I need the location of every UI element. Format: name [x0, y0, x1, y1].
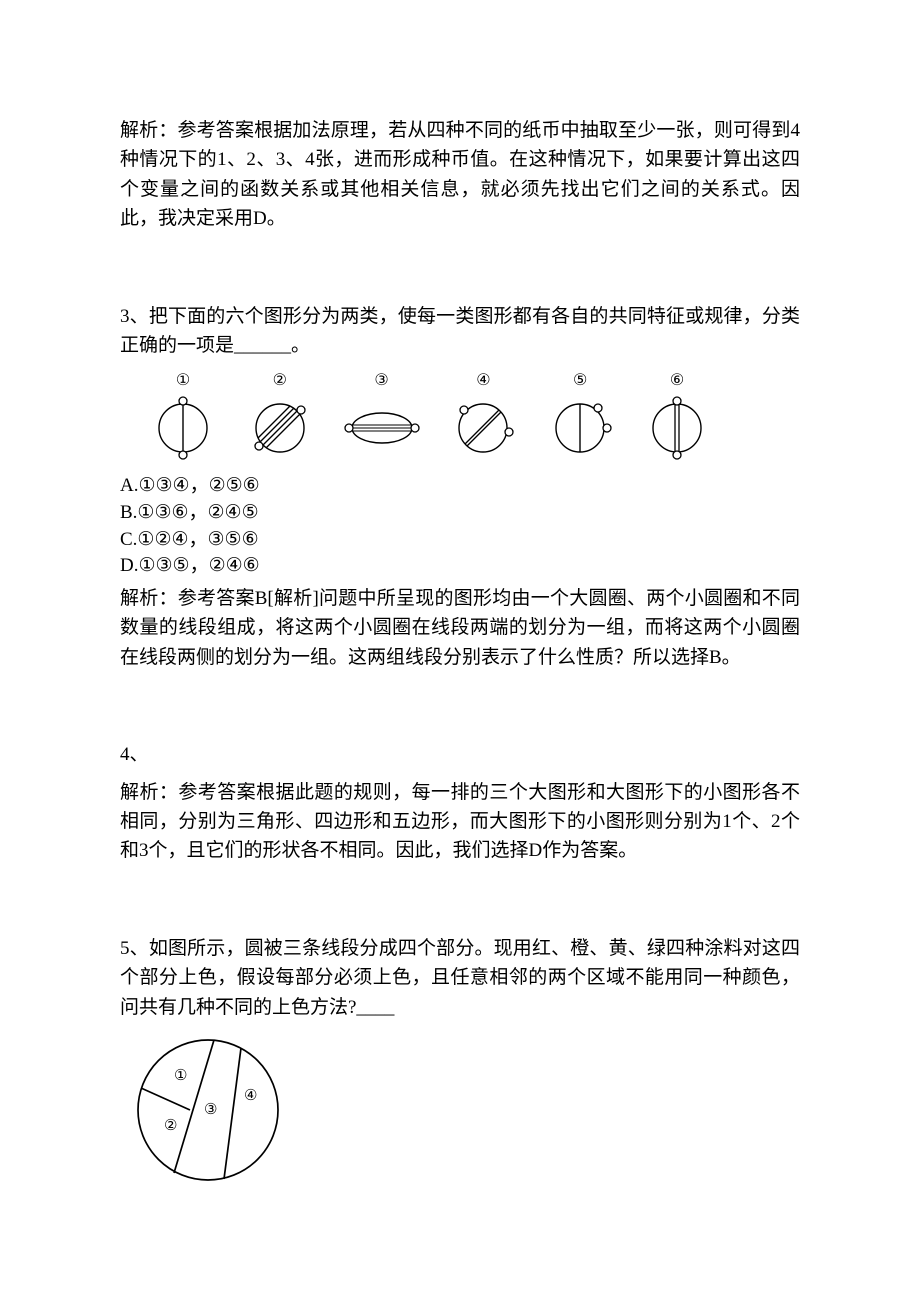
q3-fig-3-svg	[344, 395, 420, 461]
q5-label-1: ①	[174, 1068, 187, 1084]
q5-figure: ① ② ③ ④	[120, 1030, 800, 1190]
q3-fig-5: ⑤	[547, 369, 613, 462]
q5-prompt: 5、如图所示，圆被三条线段分成四个部分。现用红、橙、黄、绿四种涂料对这四个部分上…	[120, 934, 800, 1022]
q3-fig-4-svg	[450, 395, 516, 461]
q3-figure-row: ① ②	[150, 369, 710, 462]
q5-block: 5、如图所示，圆被三条线段分成四个部分。现用红、橙、黄、绿四种涂料对这四个部分上…	[120, 934, 800, 1190]
q4-analysis: 解析：参考答案根据此题的规则，每一排的三个大图形和大图形下的小图形各不相同，分别…	[120, 778, 800, 866]
q3-analysis: 解析：参考答案B[解析]问题中所呈现的图形均由一个大圆圈、两个小圆圈和不同数量的…	[120, 584, 800, 672]
q3-fig-4-label: ④	[476, 369, 490, 394]
q3-fig-2: ②	[247, 369, 313, 462]
q5-label-2: ②	[164, 1118, 177, 1134]
q3-fig-5-svg	[547, 395, 613, 461]
q3-fig-1-svg	[150, 395, 216, 461]
q3-prompt: 3、把下面的六个图形分为两类，使每一类图形都有各自的共同特征或规律，分类正确的一…	[120, 302, 800, 361]
q2-block: 解析：参考答案根据加法原理，若从四种不同的纸币中抽取至少一张，则可得到4种情况下…	[120, 116, 800, 234]
q5-label-3: ③	[204, 1102, 217, 1118]
q3-opt-A: A.①③④，②⑤⑥	[120, 473, 800, 500]
q3-block: 3、把下面的六个图形分为两类，使每一类图形都有各自的共同特征或规律，分类正确的一…	[120, 302, 800, 672]
q3-fig-2-svg	[247, 395, 313, 461]
q3-fig-3-label: ③	[374, 369, 388, 394]
q3-opt-D: D.①③⑤，②④⑥	[120, 553, 800, 580]
q4-prompt: 4、	[120, 740, 800, 769]
q4-block: 4、 解析：参考答案根据此题的规则，每一排的三个大图形和大图形下的小图形各不相同…	[120, 740, 800, 866]
q3-fig-3: ③	[344, 369, 420, 462]
q3-fig-6: ⑥	[644, 369, 710, 462]
q3-figure-set: ① ②	[120, 369, 800, 462]
q3-fig-4: ④	[450, 369, 516, 462]
q3-opt-C: C.①②④，③⑤⑥	[120, 527, 800, 554]
q3-fig-5-label: ⑤	[573, 369, 587, 394]
q3-opt-B: B.①③⑥，②④⑤	[120, 500, 800, 527]
q5-label-4: ④	[244, 1088, 257, 1104]
q3-fig-1: ①	[150, 369, 216, 462]
q3-fig-6-svg	[644, 395, 710, 461]
q3-fig-1-label: ①	[176, 369, 190, 394]
q5-svg: ① ② ③ ④	[120, 1030, 296, 1190]
q3-fig-6-label: ⑥	[670, 369, 684, 394]
q3-fig-2-label: ②	[273, 369, 287, 394]
q2-analysis: 解析：参考答案根据加法原理，若从四种不同的纸币中抽取至少一张，则可得到4种情况下…	[120, 116, 800, 234]
